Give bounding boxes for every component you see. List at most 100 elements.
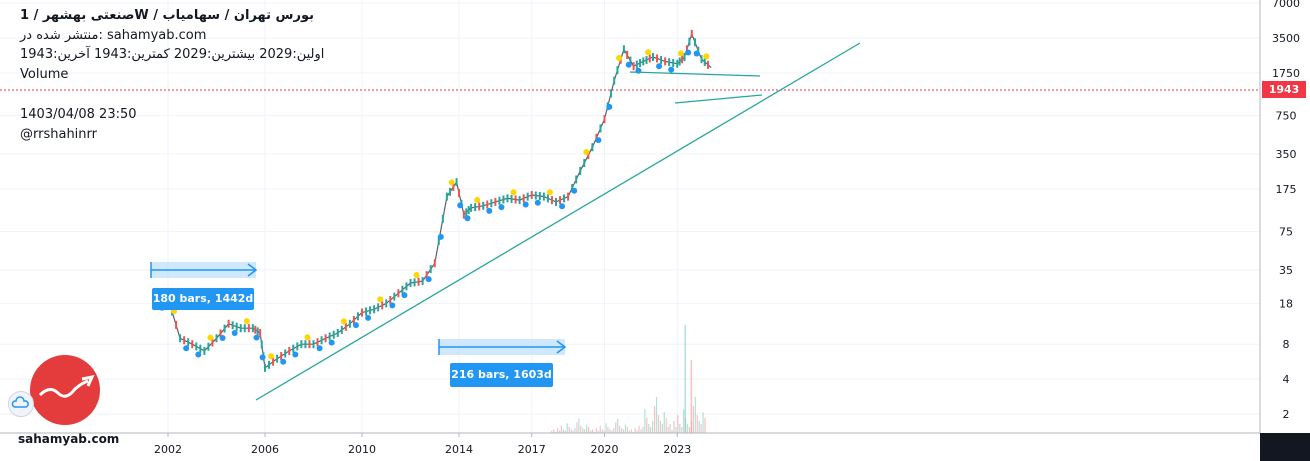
- marker-blue: [183, 345, 190, 352]
- price-candle: [369, 306, 372, 315]
- marker-blue: [352, 322, 359, 329]
- marker-yellow: [268, 353, 275, 360]
- price-candle: [474, 203, 477, 212]
- marker-blue: [486, 207, 493, 214]
- volume-bar: [628, 430, 630, 433]
- price-candle: [452, 182, 455, 191]
- price-candle: [672, 58, 675, 67]
- volume-bar: [619, 425, 621, 433]
- volume-bar: [694, 397, 696, 433]
- price-candle: [482, 201, 485, 210]
- marker-blue: [259, 354, 266, 361]
- ohlc-readout: اولین:2029 بیشترین:2029 کمترین:1943 آخری…: [20, 47, 325, 62]
- triangle-upper-line[interactable]: [629, 71, 761, 77]
- price-candle: [235, 322, 238, 331]
- price-candle: [344, 322, 347, 331]
- price-candle: [320, 336, 323, 345]
- price-candle: [389, 296, 392, 305]
- price-tick-label: 750: [1276, 110, 1297, 123]
- triangle-lower-line[interactable]: [674, 94, 763, 104]
- price-candle: [506, 194, 509, 203]
- price-tick-label: 7000: [1272, 0, 1300, 10]
- date-range-measure-1[interactable]: [150, 262, 258, 278]
- volume-bar: [626, 427, 629, 433]
- marker-blue: [401, 292, 408, 299]
- price-tick-label: 350: [1276, 148, 1297, 161]
- price-candle: [243, 324, 246, 333]
- price-candle: [700, 55, 703, 64]
- marker-blue: [668, 66, 675, 73]
- price-candle: [522, 194, 525, 203]
- volume-bar: [566, 423, 568, 433]
- volume-bar: [661, 424, 663, 433]
- volume-bar: [556, 428, 559, 433]
- price-candle: [458, 188, 460, 197]
- volume-bar: [634, 428, 636, 433]
- marker-blue: [253, 334, 260, 341]
- price-candle: [681, 55, 684, 64]
- volume-bar: [704, 418, 706, 433]
- price-candle: [247, 324, 250, 333]
- price-candle: [268, 360, 271, 369]
- price-candle: [377, 303, 380, 312]
- price-candle: [203, 346, 206, 355]
- volume-bar: [659, 421, 661, 433]
- volume-bar: [611, 430, 613, 433]
- price-candle: [660, 55, 663, 64]
- volume-bar: [553, 429, 555, 433]
- time-tick-label: 2014: [445, 443, 473, 456]
- price-candle: [668, 58, 671, 67]
- price-candle: [571, 184, 574, 193]
- price-candle: [187, 338, 190, 347]
- marker-blue: [457, 202, 464, 209]
- trendline-support[interactable]: [255, 42, 861, 401]
- price-candle: [688, 37, 691, 46]
- volume-bar: [568, 427, 570, 433]
- price-candle: [455, 178, 458, 187]
- date-range-measure-2[interactable]: [438, 339, 567, 355]
- price-candle: [510, 194, 513, 203]
- volume-bar: [622, 429, 625, 433]
- price-candle: [348, 319, 351, 328]
- volume-bar: [690, 360, 693, 433]
- price-candle: [526, 192, 529, 201]
- volume-bar: [638, 425, 640, 433]
- price-candle: [251, 324, 254, 333]
- volume-bar: [673, 421, 675, 433]
- price-candle: [332, 330, 335, 339]
- price-candle: [340, 325, 343, 334]
- marker-blue: [316, 345, 323, 352]
- marker-blue: [292, 351, 299, 358]
- price-candle: [292, 344, 295, 353]
- measure-label-2: 216 bars, 1603d: [450, 363, 553, 387]
- volume-bar: [613, 428, 615, 433]
- volume-bar: [588, 427, 590, 433]
- marker-yellow: [243, 318, 250, 325]
- last-price-tag: 1943: [1262, 81, 1306, 98]
- price-tick-label: 2: [1283, 408, 1290, 421]
- marker-blue: [625, 61, 632, 68]
- volume-bar: [675, 427, 677, 433]
- price-candle: [324, 334, 327, 343]
- price-candle: [296, 342, 299, 351]
- volume-bar: [562, 429, 564, 433]
- price-candle: [478, 202, 481, 211]
- price-candle: [626, 50, 629, 59]
- price-candle: [413, 278, 416, 287]
- cloud-icon[interactable]: [8, 391, 34, 417]
- time-tick-label: 2002: [154, 443, 182, 456]
- price-line: [155, 32, 712, 369]
- volume-bar: [677, 415, 679, 433]
- price-candle: [381, 301, 384, 310]
- marker-blue: [606, 103, 613, 110]
- watermark: sahamyab.com: [18, 432, 120, 446]
- price-candle: [664, 57, 667, 66]
- price-candle: [690, 29, 693, 38]
- marker-blue: [559, 203, 566, 210]
- marker-yellow: [583, 149, 590, 156]
- price-candle: [567, 192, 570, 201]
- volume-bar: [564, 430, 566, 433]
- price-candle: [685, 45, 688, 54]
- marker-blue: [522, 201, 529, 208]
